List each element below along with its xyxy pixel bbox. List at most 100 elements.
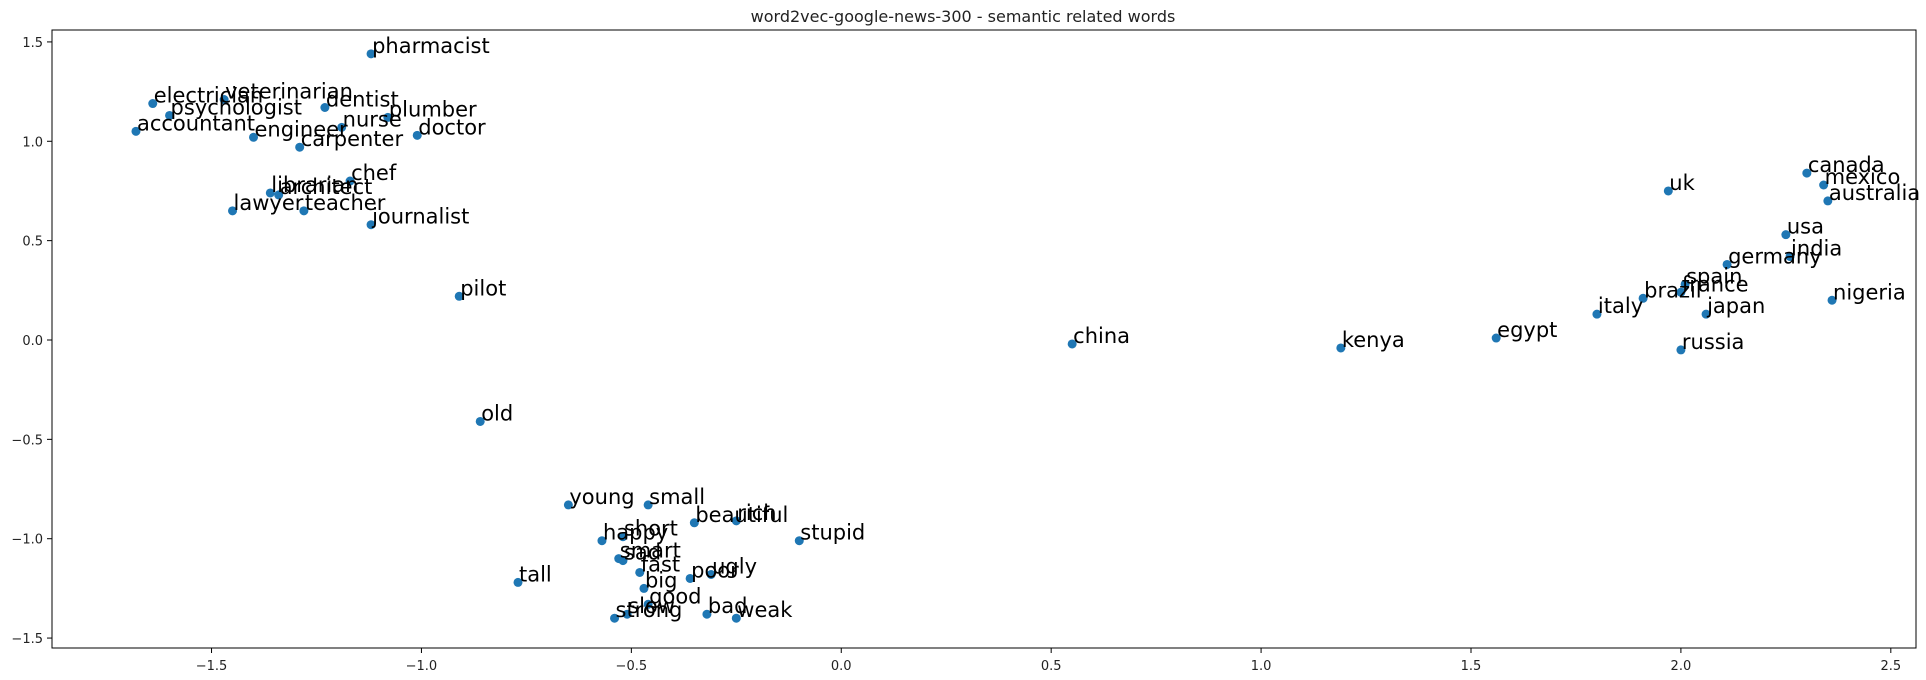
data-point-dentist <box>320 102 330 112</box>
point-label-brazil: brazil <box>1644 278 1702 302</box>
data-point-pilot <box>454 291 464 301</box>
point-label-chef: chef <box>351 161 397 185</box>
x-tick-label: 0.5 <box>1041 659 1062 674</box>
point-label-lawyer: lawyer <box>234 191 304 215</box>
data-point-plumber <box>383 112 393 122</box>
point-label-sad: sad <box>624 541 661 565</box>
x-tick-label: −1.0 <box>406 659 438 674</box>
point-label-canada: canada <box>1808 153 1885 177</box>
point-label-carpenter: carpenter <box>301 127 404 151</box>
data-point-small <box>643 500 653 510</box>
point-label-egypt: egypt <box>1497 318 1557 342</box>
point-label-slow: slow <box>628 594 675 618</box>
point-label-uk: uk <box>1669 171 1695 195</box>
point-label-small: small <box>649 485 705 509</box>
point-label-smart: smart <box>620 539 681 563</box>
point-label-young: young <box>569 485 634 509</box>
data-point-brazil <box>1638 293 1648 303</box>
point-label-nigeria: nigeria <box>1833 280 1906 304</box>
y-tick-label: 1.0 <box>22 135 43 150</box>
point-label-fast: fast <box>641 552 680 576</box>
data-point-old <box>475 416 485 426</box>
data-point-australia <box>1823 196 1833 206</box>
point-label-happy: happy <box>603 521 668 545</box>
data-point-china <box>1067 339 1077 349</box>
data-point-short <box>618 532 628 542</box>
data-point-young <box>563 500 573 510</box>
y-tick-label: 1.5 <box>22 36 43 51</box>
data-point-teacher <box>299 206 309 216</box>
point-label-architect: architect <box>280 175 373 199</box>
point-label-russia: russia <box>1682 330 1745 354</box>
data-point-spain <box>1680 279 1690 289</box>
point-label-rich: rich <box>737 501 776 525</box>
data-point-psychologist <box>165 110 175 120</box>
point-label-teacher: teacher <box>305 191 386 215</box>
y-tick-label: 0.5 <box>22 235 43 250</box>
data-point-electrician <box>148 99 158 109</box>
point-label-journalist: journalist <box>371 205 469 229</box>
point-label-nurse: nurse <box>343 107 402 131</box>
point-labels: pharmacist electricianveterinarianpsychol… <box>137 34 1920 622</box>
data-point-chef <box>345 176 355 186</box>
point-label-old: old <box>481 401 513 425</box>
point-label-bad: bad <box>708 594 748 618</box>
point-label-beautiful: beautiful <box>695 503 788 527</box>
point-label-japan: japan <box>1706 294 1765 318</box>
data-point-japan <box>1701 309 1711 319</box>
data-point-engineer <box>249 132 259 142</box>
point-label-india: india <box>1791 237 1842 261</box>
y-tick-label: −1.0 <box>11 533 43 548</box>
data-point-weak <box>731 613 741 623</box>
data-point-stupid <box>794 536 804 546</box>
y-tick-label: −1.5 <box>11 632 43 647</box>
point-label-dentist: dentist <box>326 87 399 111</box>
point-label-pilot: pilot <box>460 276 506 300</box>
data-point-journalist <box>366 220 376 230</box>
x-tick-label: 1.0 <box>1251 659 1272 674</box>
data-point-poor <box>685 573 695 583</box>
data-point-carpenter <box>295 142 305 152</box>
data-point-sad <box>618 556 628 566</box>
point-label-short: short <box>624 517 678 541</box>
point-label-poor: poor <box>691 558 739 582</box>
point-label-kenya: kenya <box>1342 328 1405 352</box>
point-label-italy: italy <box>1598 294 1643 318</box>
point-label-australia: australia <box>1829 181 1920 205</box>
data-point-uk <box>1663 186 1673 196</box>
point-label-plumber: plumber <box>389 97 477 121</box>
point-label-psychologist: psychologist <box>171 95 302 119</box>
x-tick-label: 1.5 <box>1461 659 1482 674</box>
data-point-good <box>643 599 653 609</box>
point-label-accountant: accountant <box>137 111 255 135</box>
point-label-big: big <box>645 568 678 592</box>
data-point-france <box>1676 287 1686 297</box>
point-label-stupid: stupid <box>800 521 865 545</box>
data-point-canada <box>1802 168 1812 178</box>
point-label-mexico: mexico <box>1825 165 1901 189</box>
data-point-india <box>1785 252 1795 262</box>
data-points <box>131 49 1837 623</box>
data-point-beautiful <box>689 518 699 528</box>
point-label-engineer: engineer <box>255 117 349 141</box>
data-point-librarian <box>265 188 275 198</box>
x-tick-label: 2.5 <box>1880 659 1901 674</box>
data-point-veterinarian <box>219 95 229 105</box>
point-label-france: france <box>1682 272 1749 296</box>
point-label-spain: spain <box>1686 264 1742 288</box>
x-tick-label: −1.5 <box>196 659 228 674</box>
point-label-librarian: librarian <box>271 173 358 197</box>
data-point-accountant <box>131 126 141 136</box>
point-label-electrician: electrician <box>154 84 263 108</box>
data-point-italy <box>1592 309 1602 319</box>
x-tick-label: 2.0 <box>1671 659 1692 674</box>
point-label-china: china <box>1073 324 1130 348</box>
chart-title: word2vec-google-news-300 - semantic rela… <box>751 7 1176 26</box>
data-point-bad <box>702 609 712 619</box>
data-point-lawyer <box>228 206 238 216</box>
point-label-weak: weak <box>737 598 793 622</box>
data-point-rich <box>731 516 741 526</box>
data-point-egypt <box>1491 333 1501 343</box>
y-tick-label: −0.5 <box>11 433 43 448</box>
